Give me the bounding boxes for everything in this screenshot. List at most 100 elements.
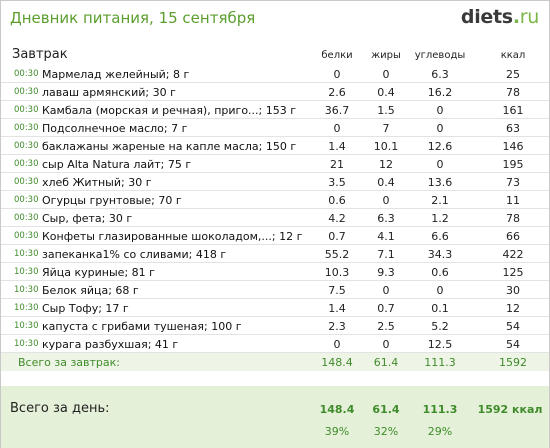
protein-value: 2.3 <box>328 320 346 333</box>
food-name[interactable]: лаваш армянский; 30 г <box>42 86 176 99</box>
carbs-value: 0 <box>436 158 444 171</box>
protein-value: 0.7 <box>328 230 346 243</box>
meal-total-row: Всего за завтрак: 148.4 61.4 111.3 1592 <box>1 353 549 371</box>
day-total-protein: 148.4 <box>319 403 355 416</box>
food-name[interactable]: сыр Alta Natura лайт; 75 г <box>42 158 192 171</box>
protein-value: 0 <box>333 122 341 135</box>
fat-value: 4.1 <box>377 230 395 243</box>
fat-value: 0 <box>382 68 390 81</box>
kcal-value: 73 <box>506 176 520 189</box>
food-row: 00:30 Мармелад желейный; 8 г 0 0 6.3 25 <box>1 65 549 83</box>
meal-total-kcal: 1592 <box>499 356 527 369</box>
column-header-protein: белки <box>321 50 353 61</box>
food-row: 10:30 запеканка1% со сливами; 418 г 55.2 7.… <box>1 245 549 263</box>
carbs-value: 0 <box>436 284 444 297</box>
fat-value: 0 <box>382 194 390 207</box>
protein-value: 55.2 <box>324 248 350 261</box>
meal-total-carbs: 111.3 <box>424 356 456 369</box>
page-title: Дневник питания, 15 сентября <box>10 9 256 27</box>
food-row: 10:30 Белок яйца; 68 г 7.5 0 0 30 <box>1 281 549 299</box>
meal-time: 00:30 <box>14 159 39 169</box>
header: Дневник питания, 15 сентября diets.ru <box>1 1 549 37</box>
food-name[interactable]: Подсолнечное масло; 7 г <box>42 122 188 135</box>
fat-value: 2.5 <box>377 320 395 333</box>
meal-time: 00:30 <box>14 177 39 187</box>
food-name[interactable]: капуста с грибами тушеная; 100 г <box>42 320 242 333</box>
logo-tld: ru <box>519 6 540 28</box>
food-name[interactable]: запеканка1% со сливами; 418 г <box>42 248 227 261</box>
food-name[interactable]: Белок яйца; 68 г <box>42 284 139 297</box>
kcal-value: 54 <box>506 320 520 333</box>
meal-time: 00:30 <box>14 141 39 151</box>
kcal-value: 30 <box>506 284 520 297</box>
fat-value: 0 <box>382 338 390 351</box>
food-name[interactable]: Камбала (морская и речная), приго...; 15… <box>42 104 297 117</box>
protein-value: 10.3 <box>324 266 350 279</box>
food-row: 10:30 Сыр Тофу; 17 г 1.4 0.7 0.1 12 <box>1 299 549 317</box>
meal-header: Завтрак белки жиры углеводы ккал <box>1 45 549 65</box>
carbs-value: 0.6 <box>431 266 449 279</box>
food-name[interactable]: Сыр, фета; 30 г <box>42 212 133 225</box>
carbs-value: 1.2 <box>431 212 449 225</box>
protein-value: 2.6 <box>328 86 346 99</box>
meal-time: 00:30 <box>14 213 39 223</box>
fat-value: 7 <box>382 122 390 135</box>
diets-logo[interactable]: diets.ru <box>461 6 539 28</box>
food-row: 00:30 Подсолнечное масло; 7 г 0 7 0 63 <box>1 119 549 137</box>
carbs-value: 6.6 <box>431 230 449 243</box>
day-total-kcal: 1592 ккал <box>477 403 543 416</box>
fat-value: 1.5 <box>377 104 395 117</box>
kcal-value: 11 <box>506 194 520 207</box>
protein-value: 4.2 <box>328 212 346 225</box>
meal-time: 00:30 <box>14 69 39 79</box>
carbs-value: 2.1 <box>431 194 449 207</box>
meal-time: 00:30 <box>14 87 39 97</box>
food-name[interactable]: Огурцы грунтовые; 70 г <box>42 194 182 207</box>
food-name[interactable]: баклажаны жареные на капле масла; 150 г <box>42 140 297 153</box>
meal-time: 10:30 <box>14 303 39 313</box>
day-protein-percent: 39% <box>324 425 350 438</box>
meal-name: Завтрак <box>12 47 68 62</box>
carbs-value: 34.3 <box>427 248 453 261</box>
food-row: 00:30 Огурцы грунтовые; 70 г 0.6 0 2.1 11 <box>1 191 549 209</box>
fat-value: 0 <box>382 284 390 297</box>
fat-value: 0.4 <box>377 86 395 99</box>
meal-time: 00:30 <box>14 105 39 115</box>
kcal-value: 422 <box>502 248 524 261</box>
kcal-value: 54 <box>506 338 520 351</box>
kcal-value: 78 <box>506 212 520 225</box>
kcal-value: 161 <box>502 104 524 117</box>
food-name[interactable]: Конфеты глазированные шоколадом,...; 12 … <box>42 230 303 243</box>
fat-value: 0.4 <box>377 176 395 189</box>
day-carbs-percent: 29% <box>427 425 453 438</box>
food-row: 00:30 сыр Alta Natura лайт; 75 г 21 12 0 195 <box>1 155 549 173</box>
kcal-value: 195 <box>502 158 524 171</box>
carbs-value: 0 <box>436 122 444 135</box>
food-name[interactable]: Сыр Тофу; 17 г <box>42 302 129 315</box>
food-name[interactable]: курага разбухшая; 41 г <box>42 338 179 351</box>
column-header-carbs: углеводы <box>414 50 466 61</box>
fat-value: 9.3 <box>377 266 395 279</box>
kcal-value: 63 <box>506 122 520 135</box>
food-row: 00:30 хлеб Житный; 30 г 3.5 0.4 13.6 73 <box>1 173 549 191</box>
protein-value: 1.4 <box>328 302 346 315</box>
food-name[interactable]: хлеб Житный; 30 г <box>42 176 152 189</box>
carbs-value: 0 <box>436 104 444 117</box>
fat-value: 6.3 <box>377 212 395 225</box>
meal-total-label: Всего за завтрак: <box>18 356 121 369</box>
fat-value: 12 <box>379 158 393 171</box>
protein-value: 0 <box>333 68 341 81</box>
protein-value: 36.7 <box>324 104 350 117</box>
meal-total-fat: 61.4 <box>373 356 399 369</box>
carbs-value: 6.3 <box>431 68 449 81</box>
protein-value: 0 <box>333 338 341 351</box>
meal-time: 10:30 <box>14 285 39 295</box>
kcal-value: 66 <box>506 230 520 243</box>
protein-value: 0.6 <box>328 194 346 207</box>
food-row: 00:30 лаваш армянский; 30 г 2.6 0.4 16.2 78 <box>1 83 549 101</box>
food-name[interactable]: Яйца куриные; 81 г <box>42 266 155 279</box>
food-name[interactable]: Мармелад желейный; 8 г <box>42 68 190 81</box>
day-total-panel: Всего за день: 148.4 61.4 111.3 1592 кка… <box>1 386 549 448</box>
carbs-value: 0.1 <box>431 302 449 315</box>
